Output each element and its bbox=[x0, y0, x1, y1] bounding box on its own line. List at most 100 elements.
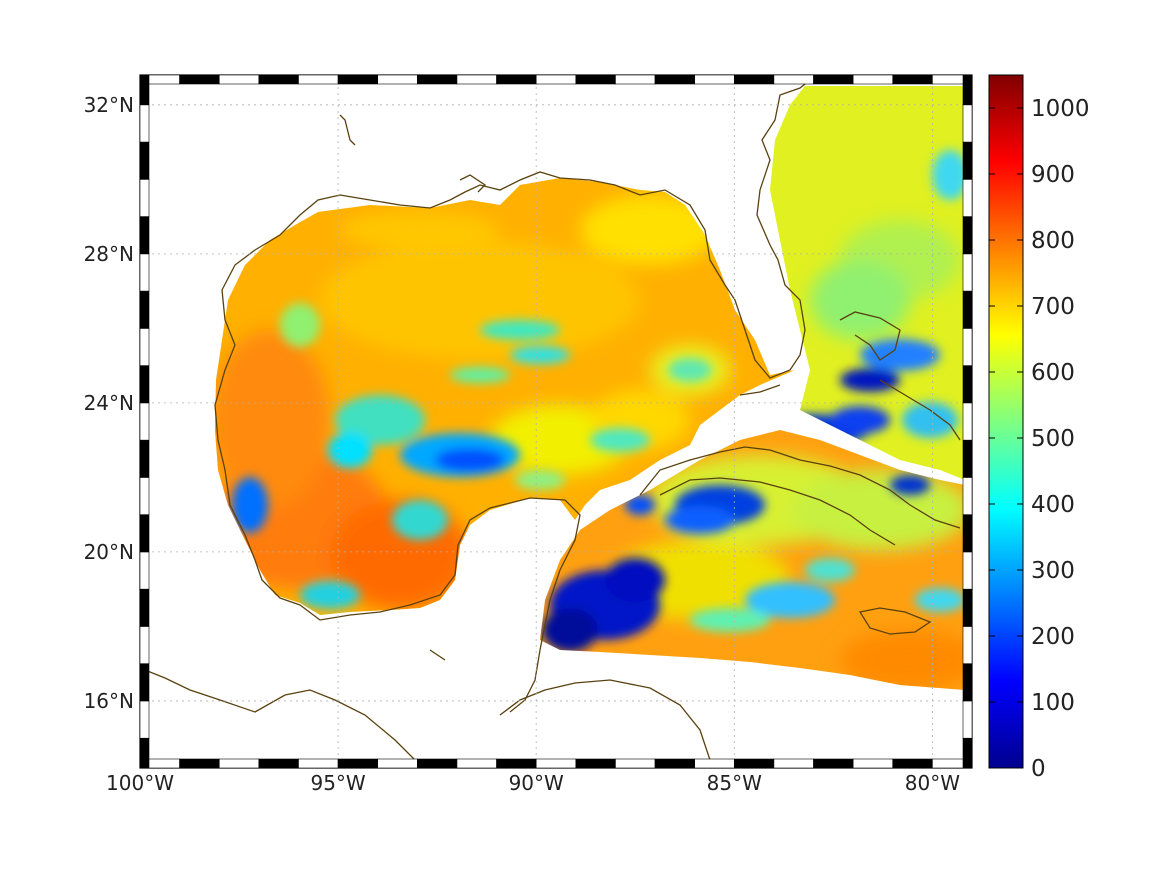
frame-segment-left bbox=[139, 402, 150, 441]
frame-segment-bottom bbox=[417, 758, 458, 769]
frame-segment-right bbox=[962, 365, 973, 404]
colorbar-gradient bbox=[988, 74, 1024, 769]
frame-segment-bottom bbox=[337, 758, 379, 769]
frame-segment-bottom bbox=[813, 758, 854, 769]
frame-segment-top bbox=[773, 74, 814, 85]
colorbar-tick-label-9: 100 bbox=[1031, 690, 1075, 716]
frame-segment-left bbox=[139, 253, 150, 292]
frame-segment-left bbox=[139, 477, 150, 515]
frame-segment-right bbox=[962, 179, 973, 217]
frame-segment-right bbox=[962, 104, 973, 143]
frame-segment-top bbox=[733, 74, 775, 85]
frame-segment-left bbox=[139, 216, 150, 255]
frame-segment-right bbox=[962, 253, 973, 292]
cuba-south bbox=[659, 477, 896, 546]
frame-segment-bottom bbox=[575, 758, 616, 769]
frame-segment-left bbox=[139, 588, 150, 627]
frame-segment-bottom bbox=[535, 758, 577, 769]
frame-segment-right bbox=[962, 737, 973, 769]
colorbar-tick-label-0: 1000 bbox=[1031, 96, 1090, 122]
frame-segment-right bbox=[962, 216, 973, 255]
frame-segment-left bbox=[139, 290, 150, 329]
colorbar-tick-label-2: 800 bbox=[1031, 228, 1075, 254]
frame-segment-bottom bbox=[773, 758, 814, 769]
frame-segment-left bbox=[139, 514, 150, 553]
frame-segment-left bbox=[139, 179, 150, 217]
lon-tick-labels: 100°W 95°W 90°W 85°W 80°W bbox=[106, 771, 960, 795]
frame-segment-top bbox=[615, 74, 656, 85]
frame-segment-bottom bbox=[258, 758, 299, 769]
frame-segment-bottom bbox=[298, 758, 339, 769]
coastlines bbox=[139, 75, 961, 766]
frame-segment-left bbox=[139, 626, 150, 664]
us-gulf-coast bbox=[214, 75, 816, 651]
colorbar-tick-label-1: 900 bbox=[1031, 162, 1075, 188]
colorbar-tick-label-5: 500 bbox=[1031, 426, 1075, 452]
frame-segment-right bbox=[962, 439, 973, 478]
frame-segment-top bbox=[298, 74, 339, 85]
lat-tick-label-3: 20°N bbox=[84, 540, 134, 564]
cuba-coast bbox=[639, 446, 961, 529]
map-frame bbox=[139, 74, 973, 769]
frame-segment-left bbox=[139, 663, 150, 702]
frame-segment-bottom bbox=[496, 758, 537, 769]
frame-segment-bottom bbox=[615, 758, 656, 769]
frame-segment-top bbox=[892, 74, 933, 85]
frame-segment-bottom bbox=[852, 758, 894, 769]
frame-segment-bottom bbox=[218, 758, 260, 769]
frame-segment-left bbox=[139, 365, 150, 404]
frame-segment-left bbox=[139, 141, 150, 180]
frame-segment-right bbox=[962, 514, 973, 553]
frame-segment-right bbox=[962, 626, 973, 664]
frame-segment-bottom bbox=[694, 758, 735, 769]
frame-segment-left bbox=[139, 328, 150, 366]
colorbar-tick-label-7: 300 bbox=[1031, 558, 1075, 584]
frame-segment-top bbox=[496, 74, 537, 85]
frame-segment-top bbox=[535, 74, 577, 85]
tampa-keys bbox=[739, 384, 781, 396]
belize-coast bbox=[509, 649, 541, 713]
frame-segment-right bbox=[962, 700, 973, 739]
frame-segment-right bbox=[962, 290, 973, 329]
lat-tick-label-0: 32°N bbox=[84, 93, 134, 117]
frame-segment-top bbox=[456, 74, 497, 85]
caribbean-field bbox=[540, 430, 965, 690]
colorbar-tick-label-6: 400 bbox=[1031, 492, 1075, 518]
frame-segment-left bbox=[139, 439, 150, 478]
frame-segment-bottom bbox=[892, 758, 933, 769]
lat-tick-labels: 32°N 28°N 24°N 20°N 16°N bbox=[84, 93, 134, 713]
colorbar-tick-label-4: 600 bbox=[1031, 360, 1075, 386]
frame-segment-left bbox=[139, 551, 150, 590]
mobile-bay bbox=[459, 174, 487, 193]
frame-segment-right bbox=[962, 551, 973, 590]
frame-segment-left bbox=[139, 74, 150, 106]
frame-segment-top bbox=[337, 74, 379, 85]
frame-segment-left bbox=[139, 700, 150, 739]
frame-segment-top bbox=[258, 74, 299, 85]
lon-tick-label-3: 85°W bbox=[707, 771, 762, 795]
bahamas bbox=[839, 311, 901, 361]
lat-tick-label-2: 24°N bbox=[84, 391, 134, 415]
misc-isle-1 bbox=[339, 114, 356, 146]
frame-segment-top bbox=[377, 74, 418, 85]
frame-segment-right bbox=[962, 141, 973, 180]
frame-segment-right bbox=[962, 477, 973, 515]
frame-segment-bottom bbox=[654, 758, 695, 769]
gulf-field bbox=[215, 178, 795, 615]
colorbar-tick-label-3: 700 bbox=[1031, 294, 1075, 320]
lat-tick-label-1: 28°N bbox=[84, 242, 134, 266]
frame-segment-right bbox=[962, 663, 973, 702]
frame-segment-bottom bbox=[456, 758, 497, 769]
frame-segment-right bbox=[962, 328, 973, 366]
frame-segment-bottom bbox=[733, 758, 775, 769]
bahamas-2 bbox=[879, 379, 961, 441]
misc-isle-2 bbox=[429, 649, 446, 661]
frame-segment-top bbox=[852, 74, 894, 85]
frame-segment-right bbox=[962, 402, 973, 441]
frame-segment-top bbox=[179, 74, 220, 85]
frame-segment-right bbox=[962, 588, 973, 627]
frame-segment-top bbox=[654, 74, 695, 85]
frame-segment-top bbox=[218, 74, 260, 85]
